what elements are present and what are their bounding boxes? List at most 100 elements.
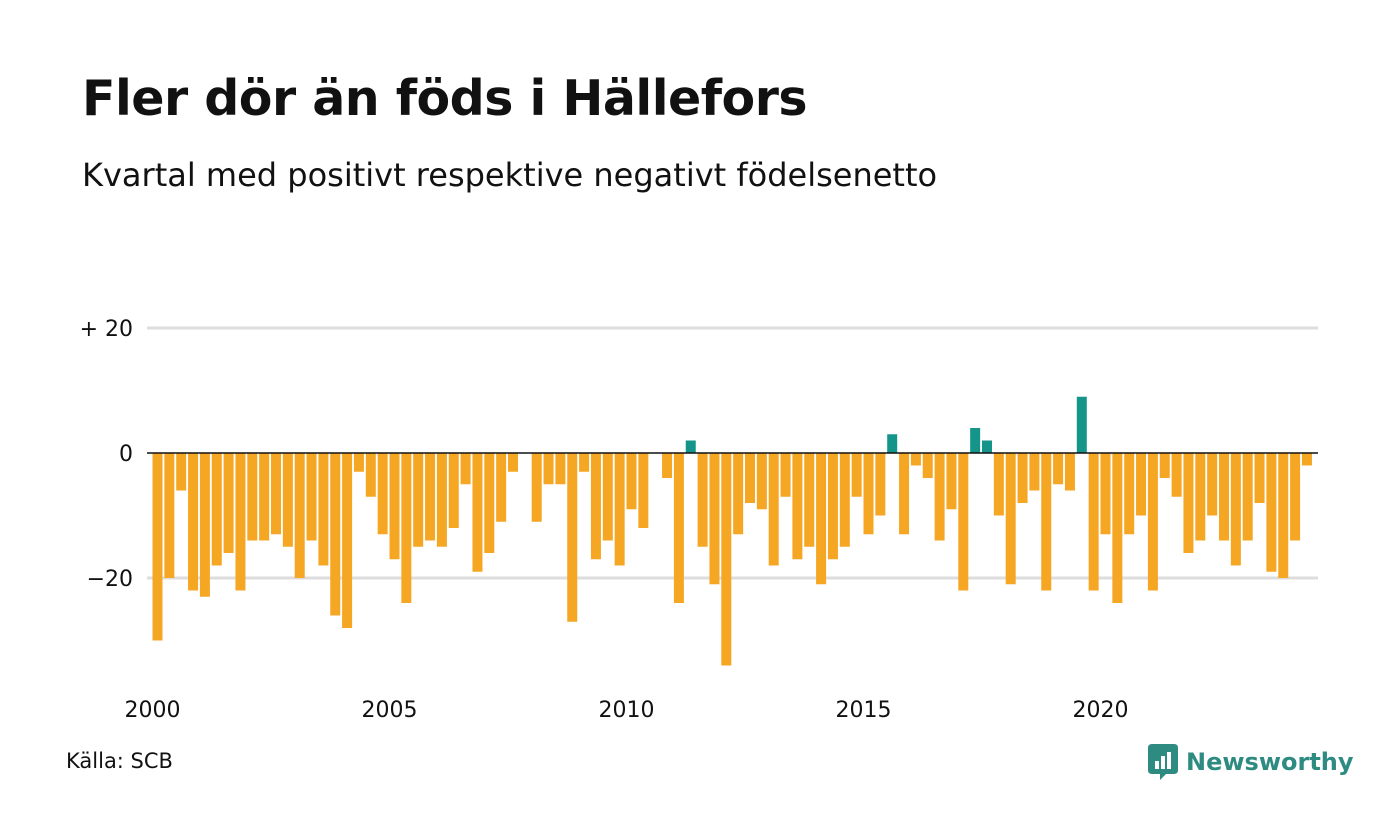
bar-negative <box>721 453 732 666</box>
bar-negative <box>199 453 210 597</box>
bar-negative <box>531 453 542 522</box>
bar-negative <box>662 453 673 478</box>
bar-negative <box>579 453 590 472</box>
y-tick-label: + 20 <box>80 317 133 342</box>
x-tick-label: 2005 <box>362 698 418 723</box>
bar-negative <box>1290 453 1301 541</box>
bar-negative <box>1147 453 1158 591</box>
bar-chart: + 20 0 −20 2000 2005 2010 2015 2020 <box>80 317 1318 723</box>
bar-negative <box>472 453 483 572</box>
bar-negative <box>816 453 827 585</box>
bar-negative <box>1053 453 1064 485</box>
bar-positive <box>970 428 981 453</box>
bar-negative <box>792 453 803 560</box>
bar-positive <box>982 440 992 453</box>
bar-negative <box>306 453 317 541</box>
bar-negative <box>899 453 910 535</box>
bar-positive <box>1076 396 1087 453</box>
bar-negative <box>496 453 507 522</box>
bar-negative <box>1088 453 1099 591</box>
bar-negative <box>804 453 815 547</box>
bar-negative <box>1159 453 1170 478</box>
y-tick-label: 0 <box>119 442 133 467</box>
bar-negative <box>401 453 412 603</box>
bar-negative <box>1136 453 1147 516</box>
bar-negative <box>365 453 376 497</box>
bar-negative <box>1230 453 1241 566</box>
bar-negative <box>1041 453 1052 591</box>
bar-negative <box>567 453 578 622</box>
bar-negative <box>282 453 293 547</box>
x-axis-tick-labels: 2000 2005 2010 2015 2020 <box>125 698 1129 723</box>
bar-negative <box>1171 453 1182 497</box>
x-tick-label: 2020 <box>1073 698 1129 723</box>
bar-negative <box>1017 453 1028 503</box>
bar-negative <box>1254 453 1265 503</box>
bar-negative <box>1266 453 1277 572</box>
bar-negative <box>946 453 957 510</box>
bar-negative <box>211 453 222 566</box>
bar-negative <box>638 453 649 528</box>
bar-negative <box>555 453 566 485</box>
bar-negative <box>1029 453 1040 491</box>
bar-negative <box>1278 453 1289 578</box>
bar-negative <box>993 453 1004 516</box>
bar-positive <box>685 440 696 453</box>
bar-negative <box>413 453 424 547</box>
bar-negative <box>294 453 305 578</box>
chart-subtitle: Kvartal med positivt respektive negativt… <box>82 156 938 194</box>
bar-negative <box>875 453 886 516</box>
bar-negative <box>780 453 791 497</box>
bar-negative <box>922 453 933 478</box>
bar-negative <box>436 453 447 547</box>
bar-negative <box>768 453 779 566</box>
bar-negative <box>377 453 388 535</box>
bar-negative <box>152 453 163 641</box>
bar-negative <box>590 453 601 560</box>
bar-negative <box>389 453 400 560</box>
y-tick-label: −20 <box>87 567 133 592</box>
bar-negative <box>1112 453 1123 603</box>
bar-negative <box>602 453 613 541</box>
bar-negative <box>164 453 175 578</box>
x-tick-label: 2010 <box>599 698 655 723</box>
bar-series <box>152 396 1312 666</box>
bar-negative <box>614 453 625 566</box>
bar-negative <box>508 453 518 472</box>
chart-title: Fler dör än föds i Hällefors <box>82 70 808 127</box>
bar-negative <box>863 453 874 535</box>
bar-negative <box>1195 453 1206 541</box>
x-tick-label: 2000 <box>125 698 181 723</box>
bar-negative <box>235 453 246 591</box>
bar-negative <box>425 453 436 541</box>
bar-negative <box>1219 453 1229 541</box>
bar-negative <box>543 453 554 485</box>
bar-negative <box>851 453 862 497</box>
bar-negative <box>756 453 767 510</box>
bar-negative <box>460 453 471 485</box>
bar-negative <box>318 453 329 566</box>
bar-negative <box>709 453 720 585</box>
source-note: Källa: SCB <box>66 749 173 773</box>
bar-negative <box>484 453 495 553</box>
bar-negative <box>330 453 341 616</box>
brand-logo: Newsworthy <box>1148 744 1354 780</box>
bar-negative <box>448 453 459 528</box>
bar-negative <box>626 453 637 510</box>
bar-negative <box>271 453 281 535</box>
bar-negative <box>839 453 850 547</box>
bar-negative <box>1301 453 1312 466</box>
bar-negative <box>745 453 755 503</box>
bar-negative <box>1183 453 1194 553</box>
bar-positive <box>887 434 898 453</box>
bar-negative <box>733 453 744 535</box>
bar-negative <box>673 453 684 603</box>
bar-negative <box>1124 453 1135 535</box>
bar-negative <box>1100 453 1111 535</box>
bar-negative <box>353 453 364 472</box>
bar-negative <box>342 453 353 628</box>
bar-negative <box>223 453 234 553</box>
bar-negative <box>247 453 258 541</box>
bar-negative <box>1064 453 1075 491</box>
chart-speech-bubble-icon <box>1148 744 1178 780</box>
